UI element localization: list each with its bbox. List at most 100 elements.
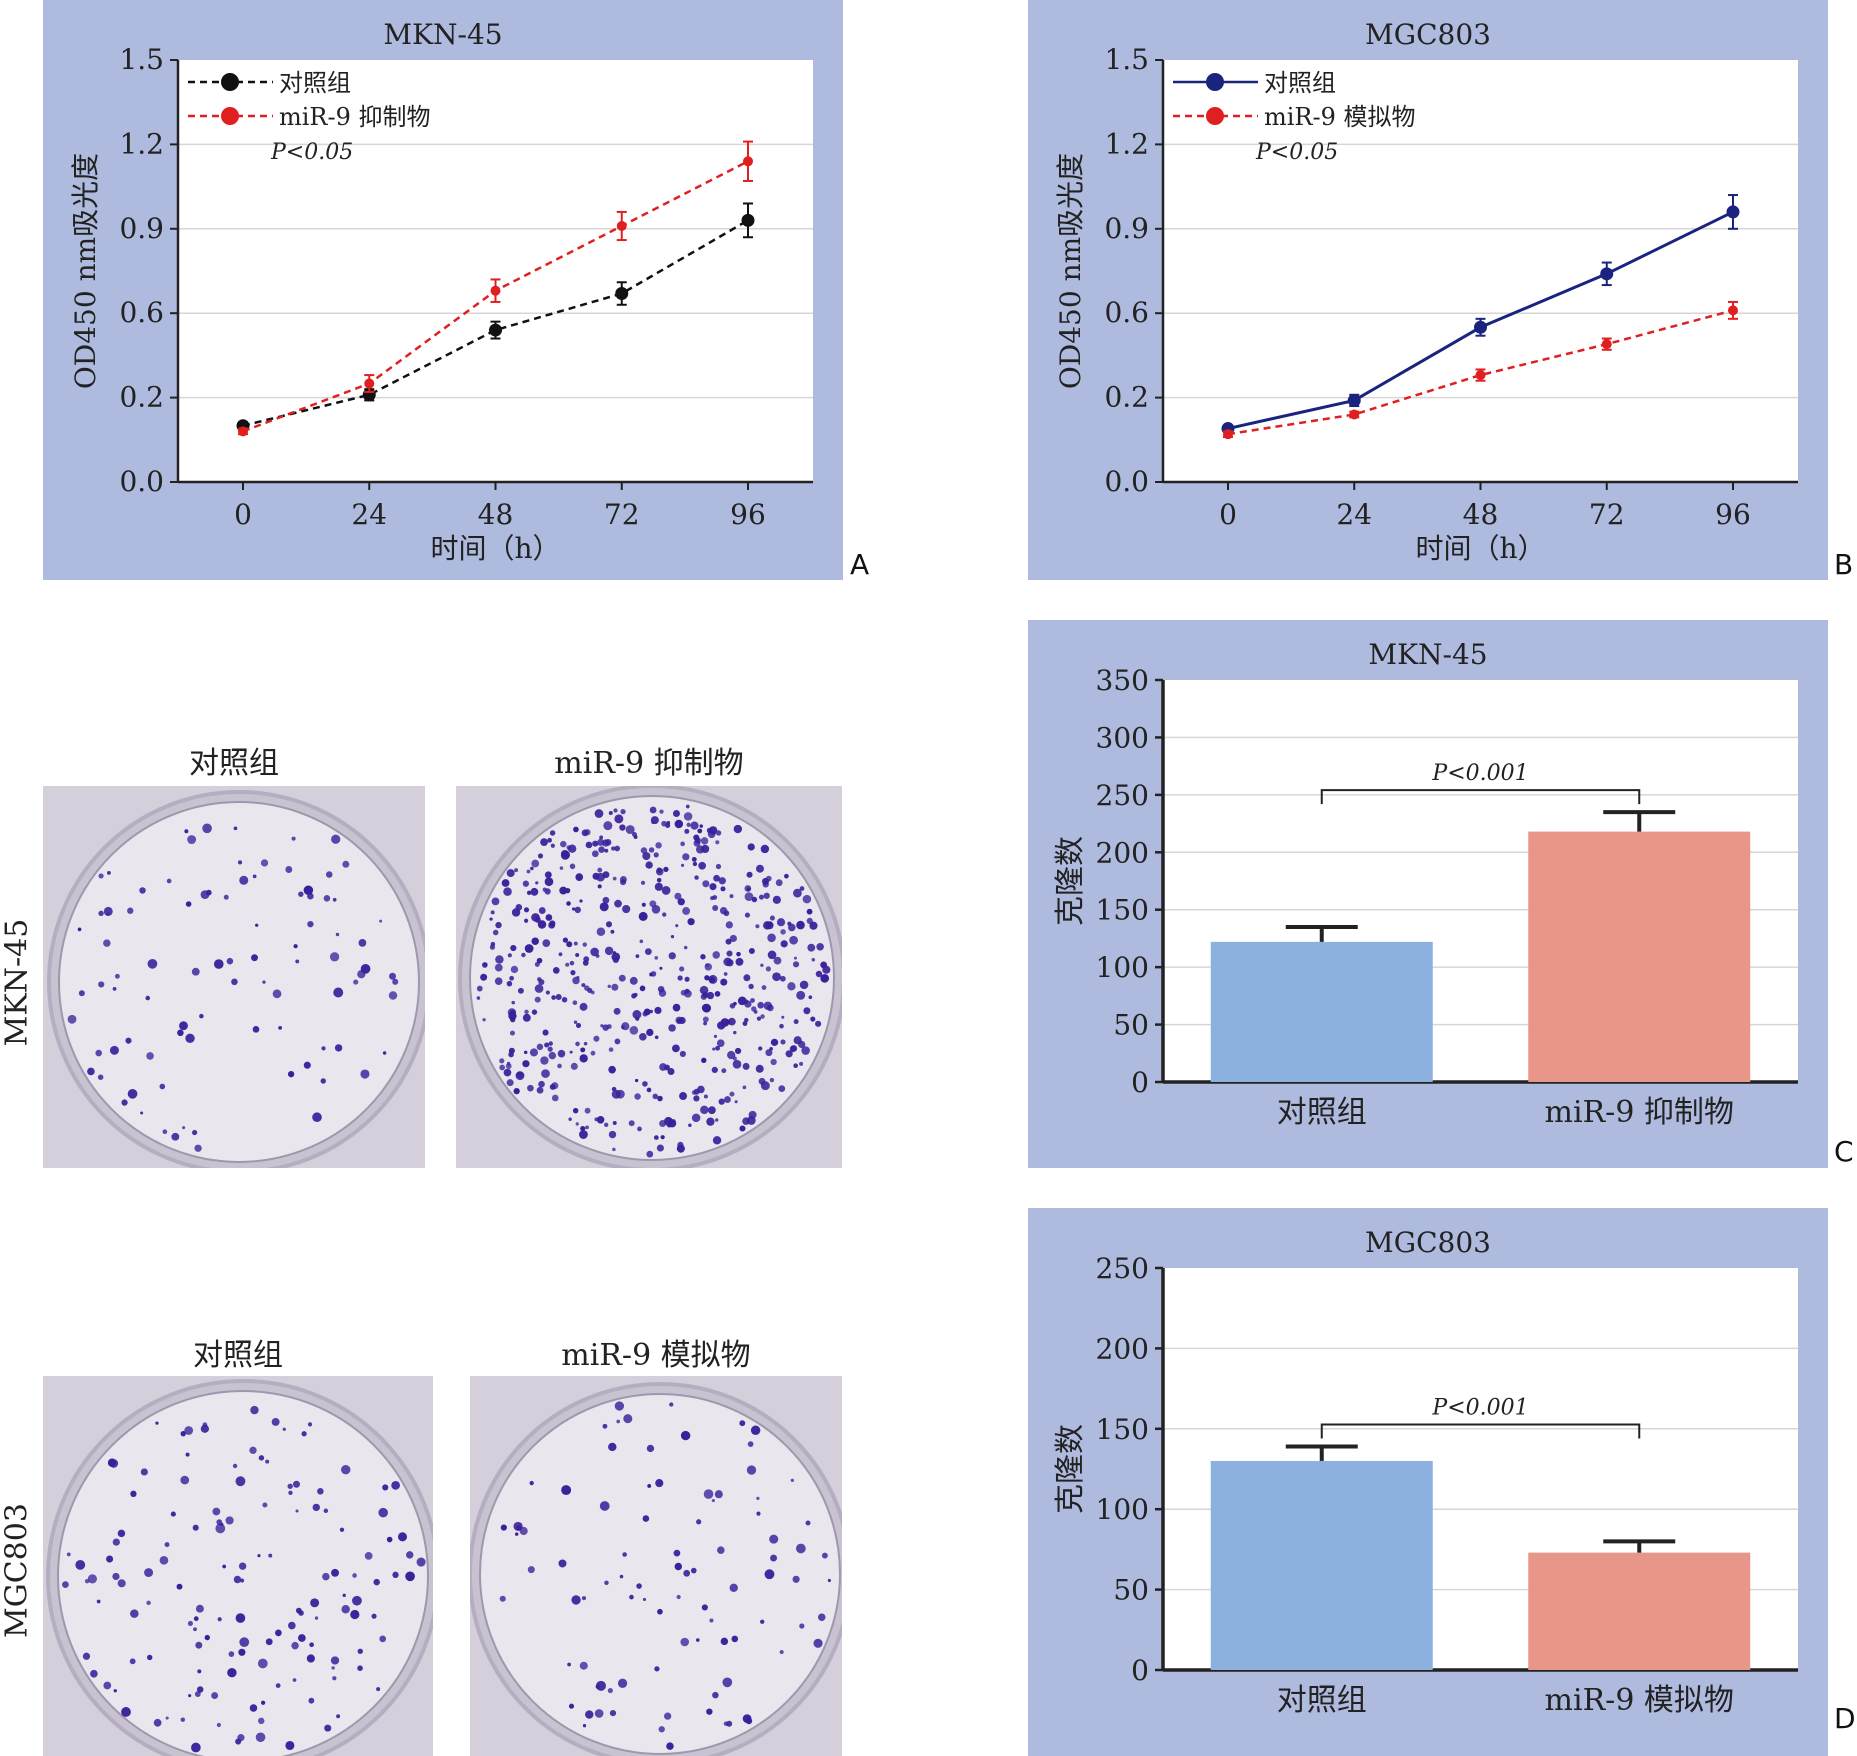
colony-dot — [237, 860, 243, 865]
colony-dot — [725, 1019, 731, 1025]
colony-dot — [501, 879, 510, 887]
photo-title-r1c1: 对照组 — [189, 746, 279, 781]
colony-dot — [663, 1116, 673, 1126]
colony-dot — [509, 1030, 515, 1036]
data-point — [364, 378, 375, 389]
colony-dot — [579, 1130, 588, 1139]
colony-dot — [654, 1035, 659, 1040]
colony-dot — [538, 907, 546, 914]
colony-dot — [798, 1040, 806, 1049]
colony-dot — [260, 859, 269, 867]
colony-dot — [672, 1044, 680, 1053]
y-axis-label: 克隆数 — [1053, 1424, 1088, 1514]
panel-letter-b: B — [1834, 548, 1854, 581]
colony-dot — [681, 863, 685, 867]
colony-dot — [323, 895, 331, 902]
colony-dot — [265, 1459, 270, 1464]
colony-dot — [325, 871, 333, 878]
colony-dot — [733, 1001, 737, 1006]
colony-dot — [750, 1425, 761, 1436]
colony-dot — [795, 1543, 806, 1554]
colony-dot — [566, 941, 573, 948]
colony-dot — [746, 871, 753, 878]
colony-dot — [249, 1446, 257, 1454]
colony-dot — [569, 960, 575, 966]
colony-dot — [734, 1047, 742, 1055]
colony-dot — [807, 943, 816, 952]
colony-dot — [711, 1498, 715, 1503]
colony-dot — [652, 1093, 659, 1100]
colony-dot — [476, 985, 483, 992]
colony-dot — [98, 910, 104, 917]
colony-dot — [674, 819, 684, 829]
colony-dot — [781, 1015, 785, 1019]
colony-dot — [713, 874, 720, 882]
colony-dot — [704, 963, 713, 971]
colony-dot — [482, 1018, 486, 1022]
colony-dot — [666, 820, 671, 825]
colony-dot — [531, 937, 539, 946]
colony-dot — [692, 861, 698, 867]
data-point — [1475, 370, 1486, 381]
colony-dot — [649, 972, 654, 977]
colony-dot — [235, 1476, 246, 1487]
colony-dot — [608, 810, 613, 815]
colony-dot — [820, 973, 830, 983]
colony-dot — [598, 846, 605, 853]
colony-dot — [646, 1087, 652, 1093]
colony-dot — [793, 888, 802, 898]
colony-dot — [712, 1691, 719, 1699]
colony-dot — [799, 1623, 805, 1629]
colony-dot — [357, 1648, 363, 1654]
colony-dot — [679, 1050, 686, 1058]
data-point — [1601, 339, 1612, 350]
colony-dot — [655, 842, 662, 849]
colony-dot — [331, 1666, 335, 1670]
colony-dot — [544, 871, 552, 879]
colony-dot — [666, 1742, 674, 1750]
colony-dot — [559, 866, 564, 870]
colony-dot — [755, 1064, 764, 1073]
colony-dot — [575, 873, 584, 881]
colony-dot — [725, 921, 733, 929]
colony-dot — [744, 1000, 752, 1008]
y-tick-label: 200 — [1096, 1332, 1149, 1365]
colony-dot — [659, 809, 664, 814]
chart-b-svg: MGC803 0.0 0.2 0.6 0.9 1.2 1.5 0 24 48 72 96 时间（h） OD… — [1054, 18, 1798, 565]
colony-dot — [729, 1583, 738, 1593]
colony-dot — [537, 853, 544, 859]
colony-dot — [703, 1094, 708, 1099]
colony-dot — [262, 980, 266, 984]
colony-dot — [205, 889, 212, 896]
colony-dot — [611, 846, 616, 851]
colony-dot — [762, 877, 770, 885]
colony-dot — [619, 824, 626, 831]
colony-dot — [659, 966, 663, 970]
colony-dot — [642, 851, 651, 861]
y-tick-label: 350 — [1096, 664, 1149, 697]
colony-dot — [735, 957, 744, 966]
colony-dot — [657, 1095, 663, 1102]
panel-b: MGC803 0.0 0.2 0.6 0.9 1.2 1.5 0 24 48 72 96 时间（h） OD… — [1028, 0, 1828, 580]
colony-dot — [694, 837, 701, 844]
colony-dot — [250, 1405, 259, 1415]
colony-dot — [567, 1662, 572, 1667]
y-tick-label: 0.0 — [119, 465, 164, 498]
colony-dot — [654, 1006, 662, 1015]
colony-dot — [594, 1709, 604, 1718]
colony-dot — [726, 1720, 733, 1727]
colony-dot — [616, 1419, 620, 1424]
y-tick-label: 50 — [1113, 1009, 1149, 1042]
colony-dot — [669, 1402, 674, 1407]
colony-dot — [742, 1021, 748, 1026]
colony-dot — [249, 1704, 258, 1712]
colony-dot — [522, 880, 530, 887]
colony-dot — [524, 1009, 529, 1015]
colony-dot — [193, 1616, 199, 1622]
colony-dot — [323, 1508, 329, 1514]
colony-dot — [536, 957, 543, 964]
colony-dot — [579, 1661, 588, 1670]
colony-dot — [690, 1567, 697, 1574]
colony-dot — [204, 1634, 210, 1641]
colony-dot — [611, 983, 619, 991]
